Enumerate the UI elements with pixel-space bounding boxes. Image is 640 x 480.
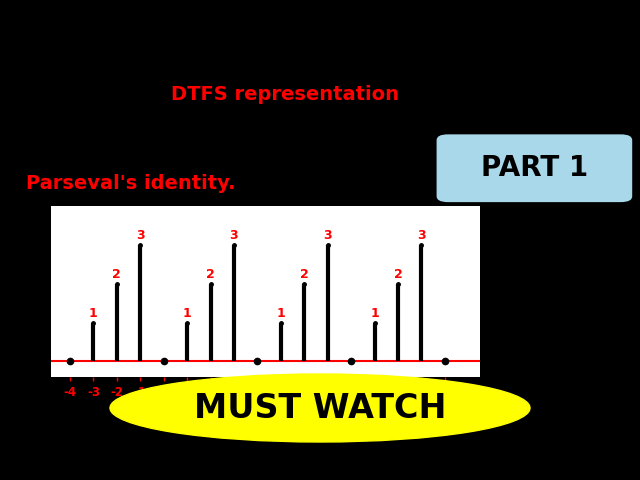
Text: PART 1: PART 1 — [481, 154, 588, 182]
Text: DTFS representation: DTFS representation — [172, 85, 399, 104]
Text: 1: 1 — [89, 307, 98, 320]
Text: 2: 2 — [300, 268, 308, 281]
Text: 3: 3 — [417, 229, 426, 242]
Text: 2: 2 — [113, 268, 121, 281]
Text: 1: 1 — [183, 307, 191, 320]
Text: Parseval's identity.: Parseval's identity. — [26, 174, 235, 192]
Text: 1: 1 — [276, 307, 285, 320]
Text: MUST WATCH: MUST WATCH — [194, 392, 446, 424]
Ellipse shape — [110, 374, 530, 442]
Text: shown below and sketch the spectra. Also Verify: shown below and sketch the spectra. Also… — [26, 130, 560, 148]
Text: Evaluate the: Evaluate the — [26, 85, 172, 104]
FancyBboxPatch shape — [435, 133, 634, 204]
Text: 2: 2 — [206, 268, 215, 281]
Text: 3: 3 — [230, 229, 238, 242]
Text: 1: 1 — [370, 307, 379, 320]
Text: 2: 2 — [394, 268, 403, 281]
Text: for the signal x(n): for the signal x(n) — [399, 85, 604, 104]
Text: 3: 3 — [136, 229, 145, 242]
Text: 3: 3 — [323, 229, 332, 242]
